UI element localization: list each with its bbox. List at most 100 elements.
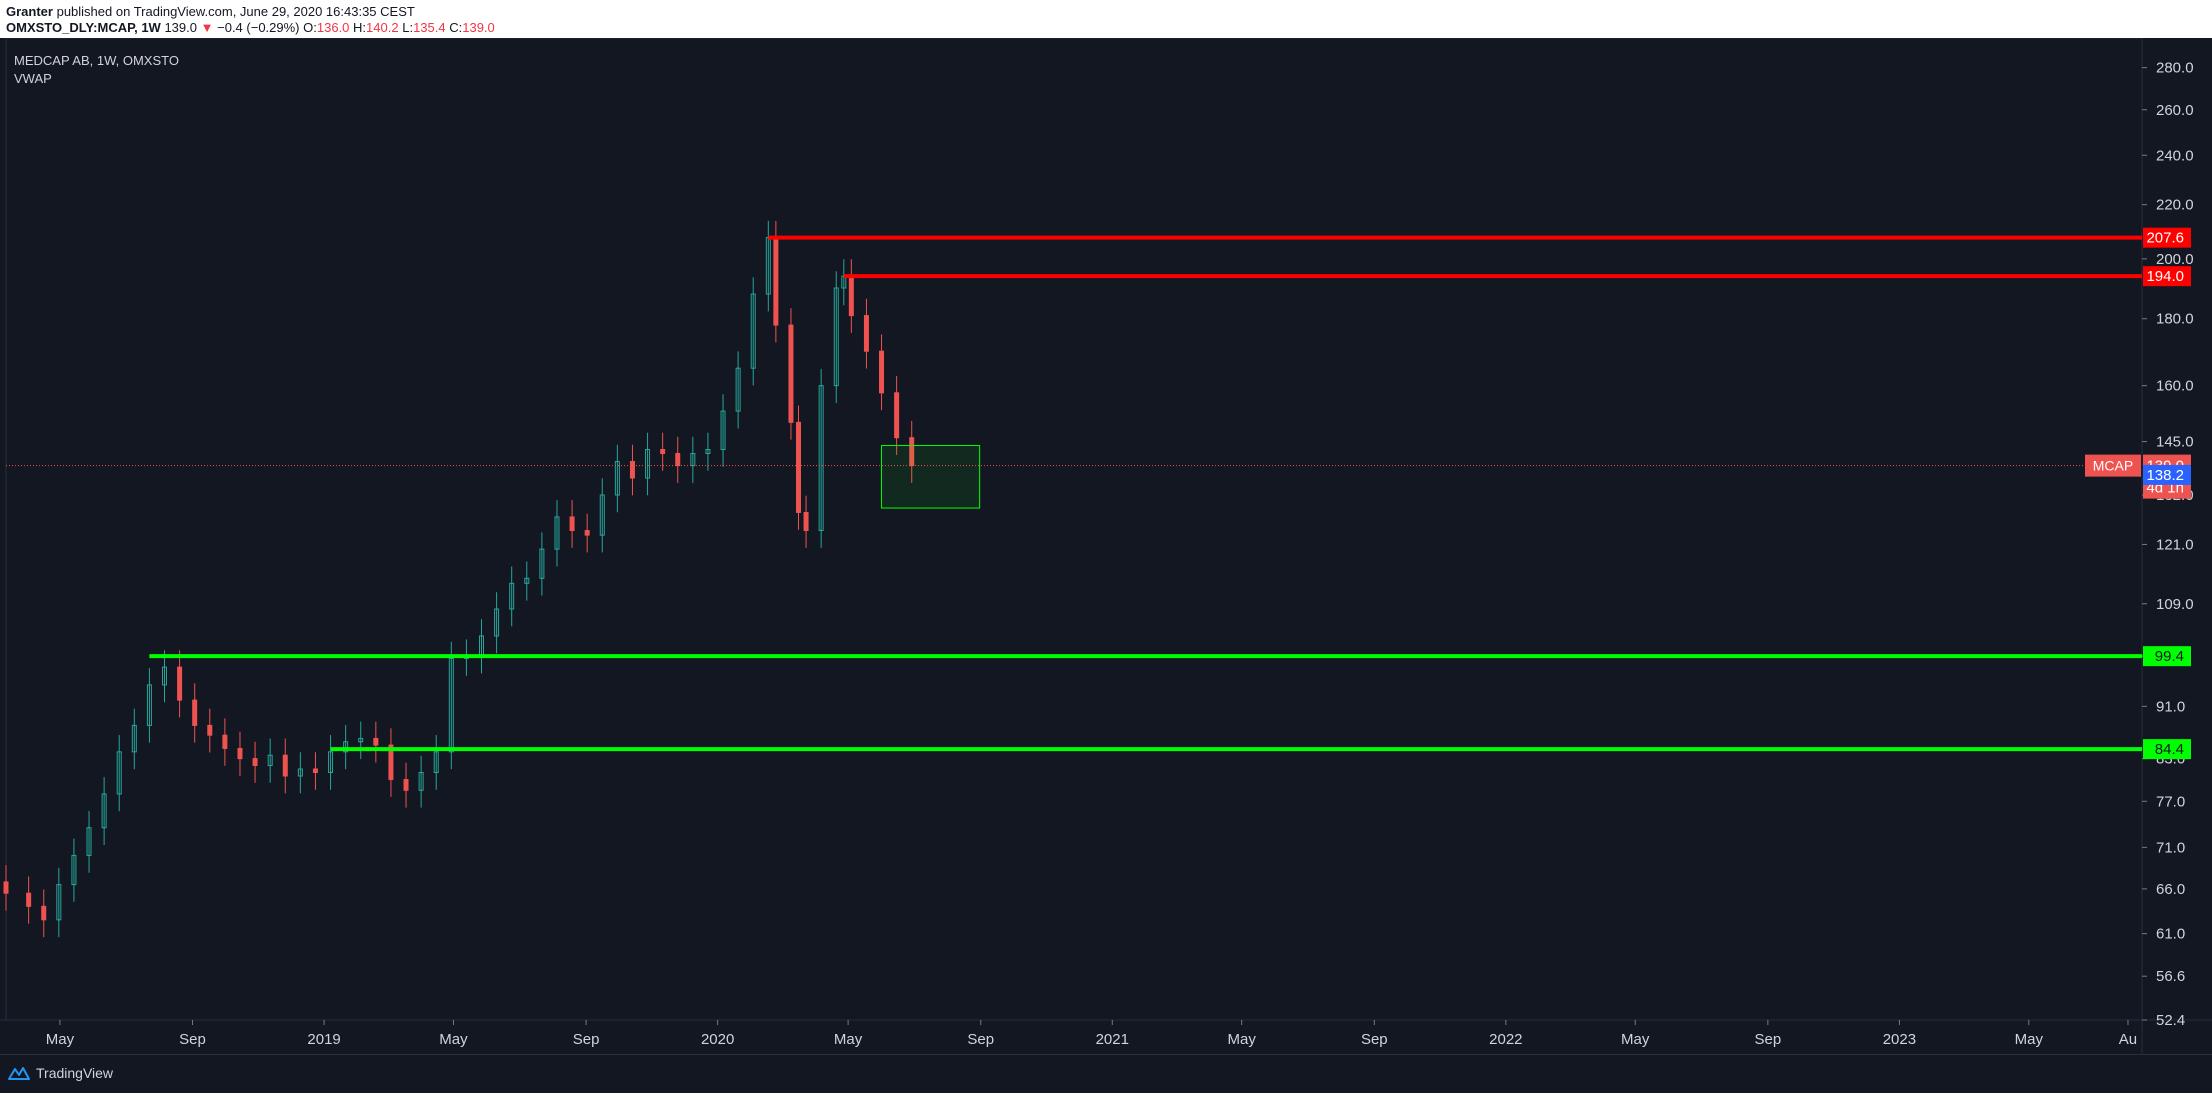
candle: [833, 287, 839, 387]
price-chart[interactable]: 280.0 260.0 240.0 220.0 200.0 180.0 160.0 145.0…: [0, 37, 2212, 1054]
change-down-icon: ▼: [200, 20, 214, 35]
x-tick-label: 2021: [1096, 1031, 1129, 1048]
y-tick-label: 180.0: [2156, 311, 2194, 328]
y-tick-label: 66.0: [2156, 881, 2185, 898]
level-price-label: 207.6: [2146, 230, 2184, 247]
candle: [207, 724, 213, 736]
candle: [328, 751, 334, 773]
high-value: 140.2: [366, 20, 399, 35]
footer: TradingView: [0, 1054, 2212, 1093]
y-tick-label: 280.0: [2156, 60, 2194, 77]
candle: [863, 315, 869, 352]
candle: [645, 448, 651, 479]
level-price-tag: [2143, 646, 2191, 667]
candle: [894, 392, 900, 439]
candle: [509, 582, 515, 610]
last-price: 139.0: [164, 20, 197, 35]
low-label: L:: [402, 20, 414, 35]
x-tick-label: May: [46, 1031, 75, 1048]
vwap-tag: [2143, 464, 2191, 485]
candle: [41, 905, 47, 921]
candle: [720, 410, 726, 450]
y-tick-label: 260.0: [2156, 102, 2194, 119]
y-tick-label: 160.0: [2156, 378, 2194, 395]
level-price-label: 99.4: [2155, 648, 2184, 665]
candle: [629, 461, 635, 479]
candle: [773, 237, 779, 326]
close-label: C:: [449, 20, 463, 35]
vwap-label: 138.2: [2146, 467, 2184, 484]
y-tick-label: 145.0: [2156, 434, 2194, 451]
candle: [418, 771, 424, 791]
candle: [373, 737, 379, 746]
candle: [735, 367, 741, 412]
symbol-tag-label: MCAP: [2093, 458, 2133, 474]
symbol-name: OMXSTO_DLY:MCAP, 1W: [6, 20, 161, 35]
published-text: published on TradingView.com, June 29, 2…: [56, 4, 415, 19]
candle: [237, 747, 243, 760]
candle: [539, 548, 545, 579]
legend-indicator[interactable]: VWAP: [14, 71, 52, 86]
candle: [796, 421, 802, 513]
candle: [599, 494, 605, 536]
x-tick-label: 2020: [701, 1031, 734, 1048]
low-value: 135.4: [413, 20, 446, 35]
x-tick-label: 2023: [1883, 1031, 1916, 1048]
y-tick-label: 71.0: [2156, 839, 2185, 856]
candle: [569, 516, 575, 532]
x-tick-label: Sep: [179, 1031, 206, 1048]
candle: [56, 884, 62, 921]
symbol-line: OMXSTO_DLY:MCAP, 1W 139.0 ▼ −0.4 (−0.29%…: [6, 20, 495, 35]
x-tick-label: Sep: [573, 1031, 600, 1048]
x-tick-label: Sep: [1754, 1031, 1781, 1048]
x-tick-label: 2019: [307, 1031, 340, 1048]
candle: [146, 684, 152, 726]
legend-title: MEDCAP AB, 1W, OMXSTO: [14, 53, 179, 68]
candle: [297, 768, 303, 777]
footer-brand[interactable]: TradingView: [8, 1065, 113, 1081]
x-tick-label: Sep: [967, 1031, 994, 1048]
chart-area[interactable]: 280.0 260.0 240.0 220.0 200.0 180.0 160.0 145.0…: [0, 37, 2212, 1054]
x-tick-label: Sep: [1361, 1031, 1388, 1048]
y-tick-label: 200.0: [2156, 251, 2194, 268]
candle: [879, 350, 885, 394]
candle: [343, 741, 349, 753]
candle: [358, 737, 364, 743]
candle: [71, 854, 77, 886]
candle: [282, 754, 288, 777]
candle: [524, 577, 530, 584]
candle: [909, 437, 915, 467]
candle: [101, 793, 107, 829]
candle: [177, 666, 183, 701]
candle: [222, 734, 228, 749]
y-tick-label: 61.0: [2156, 926, 2185, 943]
x-tick-label: May: [2015, 1031, 2044, 1048]
candle: [750, 293, 756, 369]
candle: [614, 461, 620, 496]
candle: [818, 385, 824, 532]
candle: [131, 724, 137, 753]
level-price-label: 84.4: [2155, 741, 2184, 758]
high-label: H:: [353, 20, 367, 35]
tradingview-logo-icon: [8, 1067, 30, 1080]
y-tick-label: 109.0: [2156, 596, 2194, 613]
publish-line: Granter published on TradingView.com, Ju…: [6, 4, 415, 19]
x-tick-label: May: [834, 1031, 863, 1048]
candle: [690, 452, 696, 467]
candle: [660, 448, 666, 454]
candle: [448, 657, 454, 753]
candle: [403, 779, 409, 791]
candle: [388, 744, 394, 781]
open-label: O:: [303, 20, 317, 35]
candle: [848, 275, 854, 317]
plot-frame: [5, 37, 2143, 1021]
y-tick-label: 77.0: [2156, 793, 2185, 810]
price-change: −0.4 (−0.29%): [217, 20, 300, 35]
symbol-tag: [2085, 454, 2141, 477]
candle: [86, 827, 92, 856]
publisher-name[interactable]: Granter: [6, 4, 53, 19]
x-tick-label: May: [1227, 1031, 1256, 1048]
y-tick-label: 91.0: [2156, 698, 2185, 715]
y-tick-label: 121.0: [2156, 536, 2194, 553]
x-tick-label: Au: [2119, 1031, 2137, 1048]
